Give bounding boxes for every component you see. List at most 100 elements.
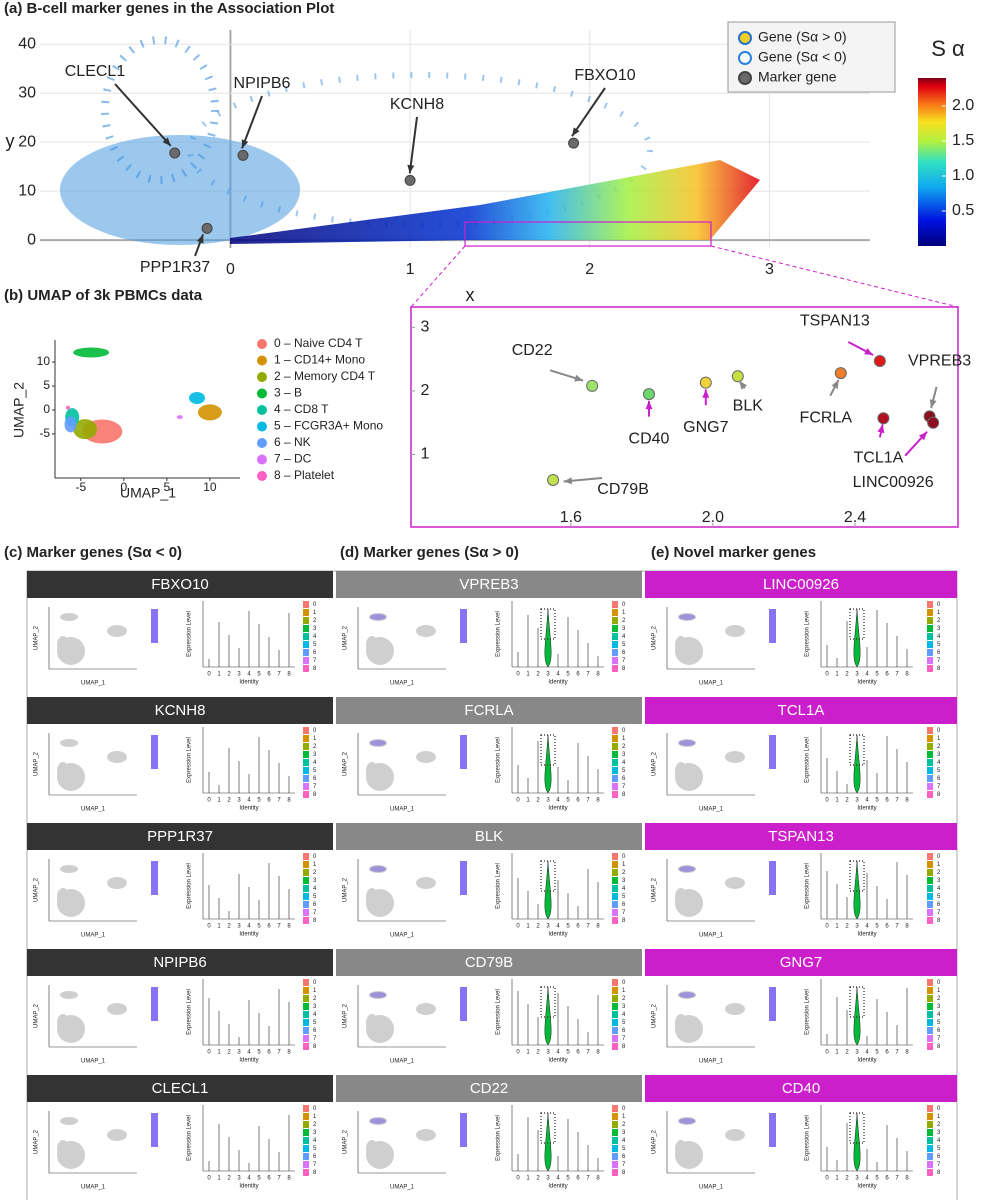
- legend-label: 8: [313, 792, 317, 798]
- identity-label: 3: [546, 924, 550, 930]
- legend-swatch: [612, 1027, 618, 1034]
- legend-swatch: [612, 1153, 618, 1160]
- identity-label: 3: [855, 924, 859, 930]
- legend-swatch: [303, 917, 309, 924]
- gene-title: VPREB3: [459, 576, 518, 593]
- legend-swatch: [612, 877, 618, 884]
- identity-label: 6: [267, 1176, 271, 1182]
- gene-label: BLK: [733, 398, 764, 415]
- legend-swatch: [927, 1137, 933, 1144]
- identity-label: 4: [556, 1176, 560, 1182]
- legend-swatch: [612, 625, 618, 632]
- legend-swatch: [612, 1011, 618, 1018]
- legend-swatch: [612, 657, 618, 664]
- gene-title: TCL1A: [778, 702, 825, 719]
- legend-label: 4: [622, 1012, 626, 1018]
- marker-label: PPP1R37: [140, 259, 210, 276]
- identity-label: 8: [596, 1176, 600, 1182]
- arrow-head: [929, 399, 937, 409]
- legend-swatch: [612, 1003, 618, 1010]
- legend-label: 3: [937, 752, 941, 758]
- identity-label: 2: [845, 924, 849, 930]
- identity-label: 0: [207, 1050, 211, 1056]
- legend-label: 6: [937, 776, 941, 782]
- mini-colorbar: [151, 609, 158, 643]
- colorbar-tick-label: 2.0: [952, 97, 974, 114]
- violin: [544, 734, 552, 794]
- legend-label: 6: [937, 650, 941, 656]
- identity-label: 7: [895, 1050, 899, 1056]
- legend-swatch: [927, 877, 933, 884]
- y-tick-label: 20: [18, 133, 36, 150]
- tile-header: [645, 1075, 957, 1102]
- gene-title: KCNH8: [155, 702, 206, 719]
- identity-label: 2: [227, 798, 231, 804]
- tile-header: [336, 823, 642, 850]
- umap-cells: [366, 762, 378, 780]
- legend-swatch: [612, 1043, 618, 1050]
- x-tick-label: 3: [765, 261, 774, 278]
- identity-label: 2: [536, 672, 540, 678]
- identity-label: 0: [207, 924, 211, 930]
- legend-swatch: [303, 869, 309, 876]
- legend-label: 8: [622, 666, 626, 672]
- mini-axis-label: Identity: [857, 806, 876, 812]
- umap-cells: [107, 751, 127, 763]
- legend-swatch: [927, 1145, 933, 1152]
- identity-label: 0: [825, 1176, 829, 1182]
- legend-swatch: [612, 987, 618, 994]
- identity-label: 2: [536, 1050, 540, 1056]
- legend-swatch: [303, 1043, 309, 1050]
- identity-label: 0: [516, 1176, 520, 1182]
- identity-label: 8: [287, 1176, 291, 1182]
- legend-label: 4: [313, 1012, 317, 1018]
- legend-label: 1: [313, 988, 317, 994]
- legend-label: 3: [313, 878, 317, 884]
- identity-label: 4: [247, 1050, 251, 1056]
- tile-header: [27, 1075, 333, 1102]
- gene-title: FBXO10: [151, 576, 209, 593]
- arrow-head: [645, 400, 653, 410]
- identity-label: 5: [257, 1176, 261, 1182]
- tile-header: [645, 697, 957, 724]
- legend-label: 2: [313, 996, 317, 1002]
- arrow-head: [241, 139, 249, 149]
- legend-swatch: [303, 979, 309, 986]
- umap-cells: [725, 751, 745, 763]
- legend-label: 3: [622, 1004, 626, 1010]
- gene-title: NPIPB6: [153, 954, 206, 971]
- legend-swatch: [612, 1169, 618, 1176]
- identity-label: 2: [536, 1176, 540, 1182]
- marker-gene: [877, 412, 890, 425]
- legend-swatch: [612, 783, 618, 790]
- identity-label: 3: [546, 1176, 550, 1182]
- legend-swatch: [303, 901, 309, 908]
- legend-label: 2: [313, 1122, 317, 1128]
- tile-header: [27, 571, 333, 598]
- violin: [853, 986, 861, 1046]
- legend-swatch: [927, 657, 933, 664]
- legend-swatch: [927, 869, 933, 876]
- identity-label: 6: [885, 1050, 889, 1056]
- legend-swatch: [303, 1003, 309, 1010]
- legend-label: 4: [313, 760, 317, 766]
- marker-gene: [699, 376, 712, 389]
- identity-label: 1: [526, 1050, 530, 1056]
- x-tick-label: 0: [120, 480, 127, 494]
- legend-swatch: [927, 633, 933, 640]
- mini-axis-label: Expression Level: [187, 989, 193, 1035]
- legend-label: 6: [313, 776, 317, 782]
- arrow-head: [563, 477, 573, 485]
- legend-label: 0: [937, 728, 941, 734]
- legend-label: 0: [937, 1106, 941, 1112]
- umap-cells: [725, 1003, 745, 1015]
- identity-label: 4: [556, 924, 560, 930]
- umap-cells: [725, 877, 745, 889]
- y-tick-label: 2: [421, 382, 430, 399]
- legend-swatch: [612, 1161, 618, 1168]
- umap-cluster: [73, 347, 110, 358]
- legend-swatch: [612, 885, 618, 892]
- violin-points: [540, 860, 556, 892]
- legend-swatch: [303, 1153, 309, 1160]
- legend-label: 1: [937, 1114, 941, 1120]
